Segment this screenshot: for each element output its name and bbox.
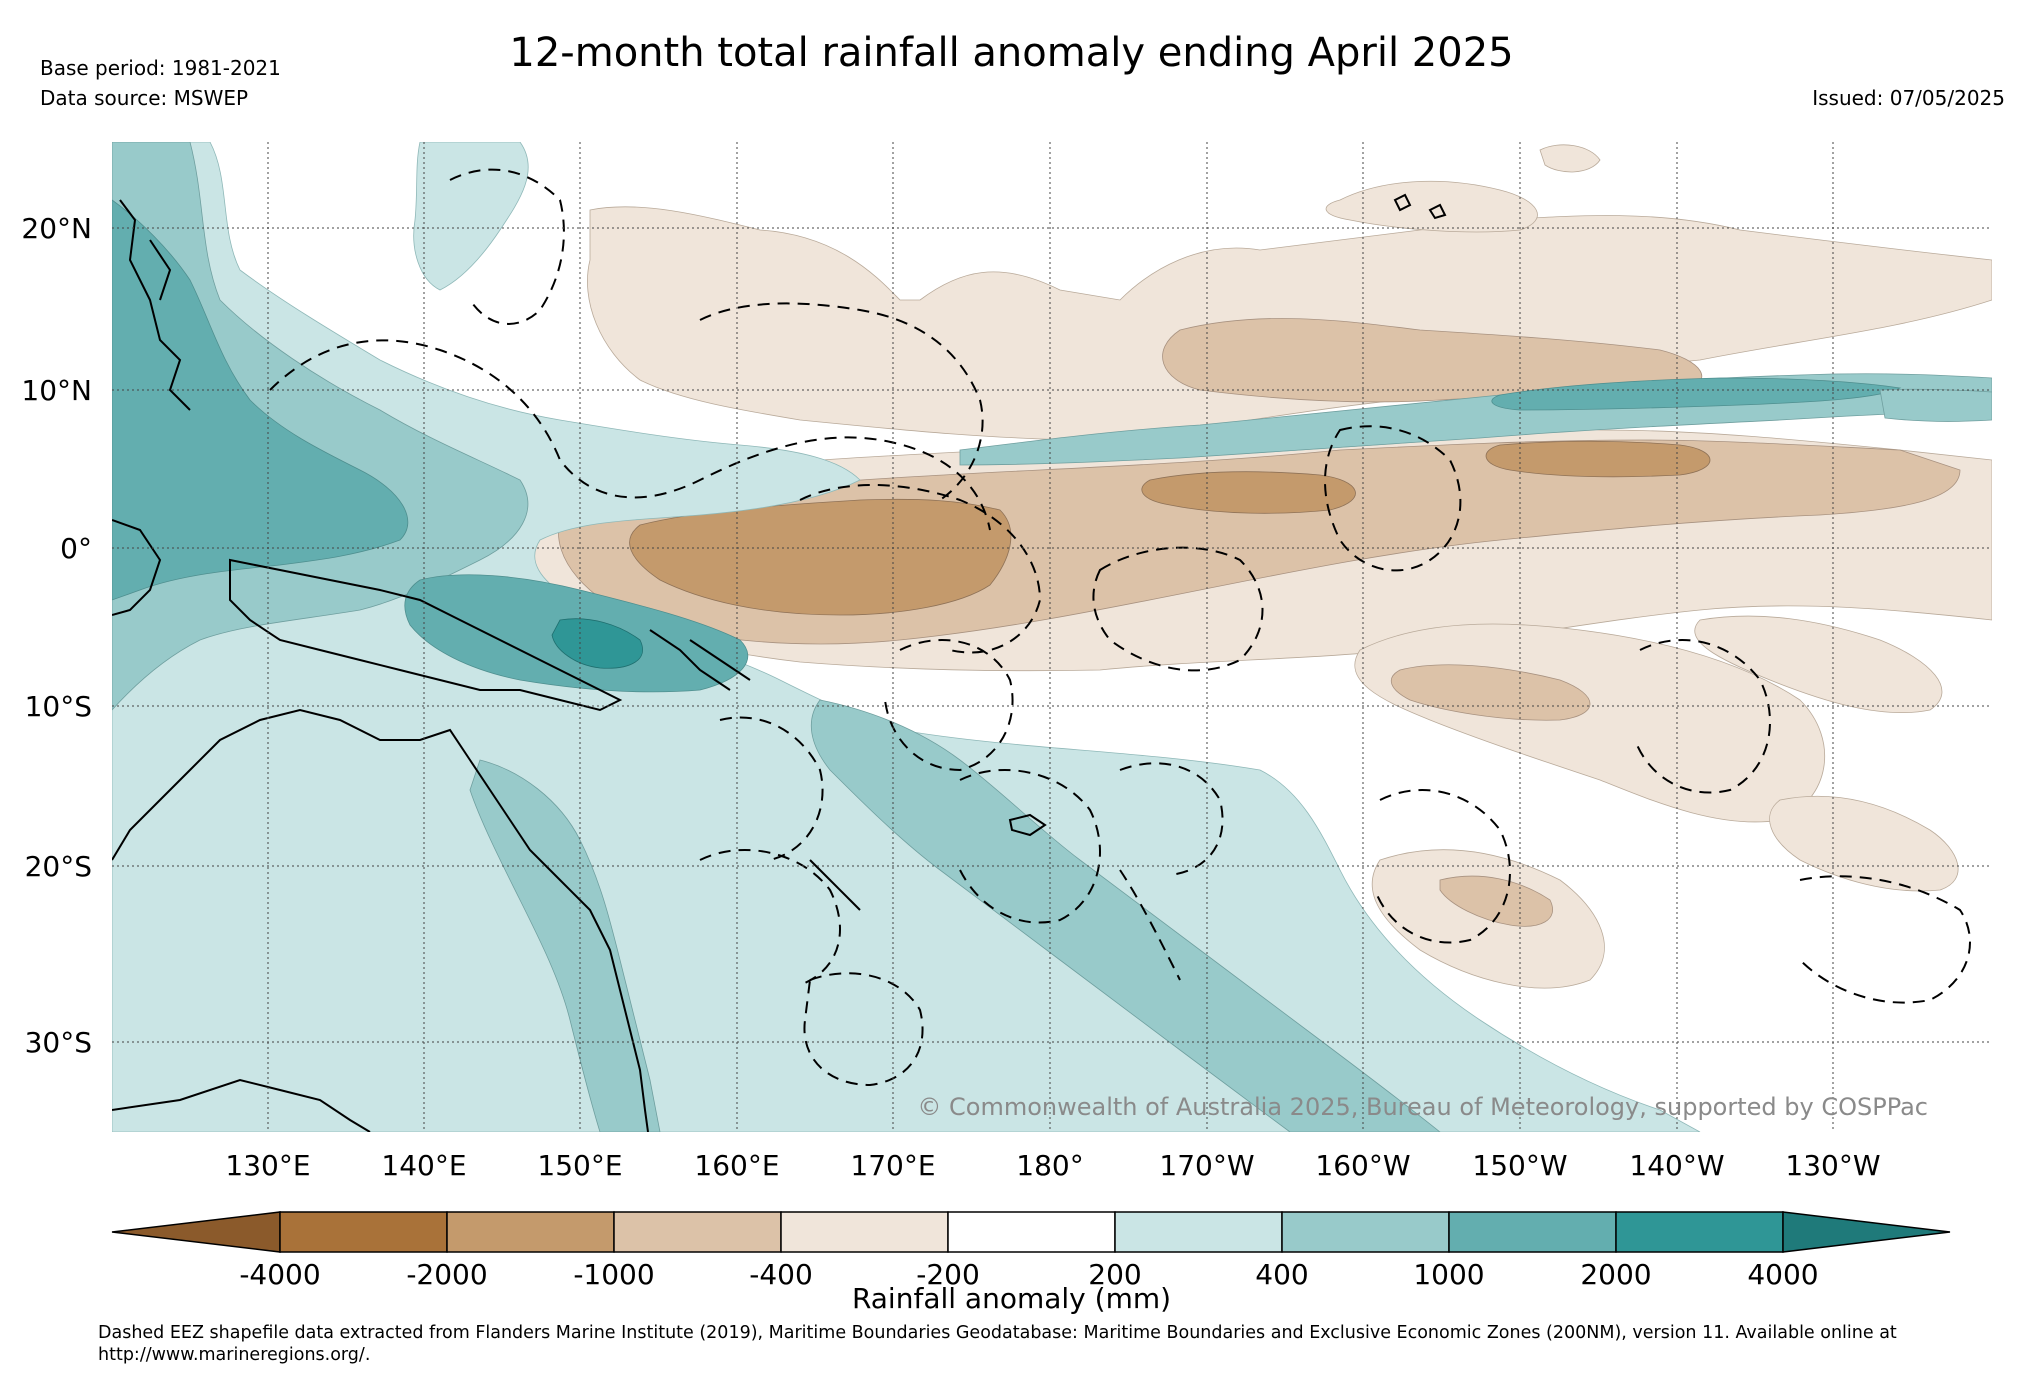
dry-region-far-east-band	[1694, 615, 1943, 713]
colorbar-tick-2000: 2000	[1580, 1258, 1651, 1291]
colorbar-tick-minus-4000: -4000	[239, 1258, 320, 1291]
dry-region-south-central-mid	[1390, 664, 1591, 721]
eez-boundary-kiribati-west	[799, 484, 1042, 654]
colorbar-bin-dry-1000	[613, 1211, 782, 1253]
wet-region-png-deep	[551, 618, 643, 669]
colorbar-bin-wet-1000	[1448, 1211, 1617, 1253]
lon-label-140w: 140°W	[1629, 1149, 1724, 1182]
lon-label-150e: 150°E	[537, 1149, 622, 1182]
coastlines	[112, 193, 1447, 1132]
eez-boundary-norfolk	[803, 972, 924, 1087]
colorbar-tick-400: 400	[1255, 1258, 1308, 1291]
eez-boundary-cook-islands	[1374, 789, 1511, 944]
wet-region-east-australia	[469, 759, 661, 1132]
wet-region-spcz	[810, 699, 1441, 1132]
eez-boundary-samoa	[1119, 762, 1224, 876]
colorbar-bin-neutral	[947, 1211, 1116, 1253]
dry-region-far-east-south	[1769, 795, 1959, 892]
new-guinea-coast	[229, 558, 623, 712]
lon-label-130w: 130°W	[1785, 1149, 1880, 1182]
copyright-notice: © Commonwealth of Australia 2025, Bureau…	[917, 1093, 1928, 1121]
dry-region-northeast-small	[1539, 144, 1601, 173]
eez-boundary-french-polynesia	[1634, 639, 1771, 794]
dry-region-southeast-core	[1439, 875, 1553, 927]
longitude-labels: 130°E 140°E 150°E 160°E 170°E 180° 170°W…	[225, 1149, 1880, 1182]
borneo-coast	[112, 519, 162, 616]
wet-region-far-east-itcz	[1879, 388, 1992, 422]
colorbar-tick-4000: 4000	[1747, 1258, 1818, 1291]
dry-region-equatorial-core	[629, 498, 1012, 616]
colorbar-bin-dry-400	[780, 1211, 949, 1253]
colorbar-tick-200: 200	[1088, 1258, 1141, 1291]
eez-boundary-fiji	[959, 769, 1101, 924]
hawaii-coast	[1393, 193, 1447, 220]
map-area: © Commonwealth of Australia 2025, Bureau…	[112, 142, 1992, 1132]
lon-label-160w: 160°W	[1315, 1149, 1410, 1182]
new-caledonia-coast	[809, 859, 861, 911]
colorbar-bin-dry-2000	[446, 1211, 615, 1253]
eez-boundary-new-caledonia	[699, 849, 841, 986]
issued-date: Issued: 07/05/2025	[1812, 86, 2005, 110]
eez-boundary-pitcairn	[1799, 875, 1971, 1004]
lat-label-30s: 30°S	[25, 1026, 92, 1059]
solomon-islands-coast	[649, 629, 751, 691]
colorbar-bin-dry-4000	[279, 1211, 448, 1253]
lat-label-0: 0°	[60, 532, 92, 565]
colorbar-bin-wet-400	[1281, 1211, 1450, 1253]
lon-label-180: 180°	[1016, 1149, 1083, 1182]
lon-label-160e: 160°E	[694, 1149, 779, 1182]
eez-boundary-vanuatu	[719, 716, 824, 861]
colorbar-tick-minus-1000: -1000	[573, 1258, 654, 1291]
lat-label-20n: 20°N	[21, 212, 92, 245]
map-title: 12-month total rainfall anomaly ending A…	[509, 30, 1514, 76]
lon-label-170w: 170°W	[1159, 1149, 1254, 1182]
lon-label-170e: 170°E	[850, 1149, 935, 1182]
dry-region-hawaii	[1325, 180, 1538, 233]
lat-label-20s: 20°S	[25, 850, 92, 883]
colorbar-bin-wet-200	[1114, 1211, 1283, 1253]
dry-region-central-north-core	[1141, 471, 1356, 514]
dry-anomaly-regions	[517, 144, 1992, 989]
australia-coast	[112, 708, 649, 1132]
new-zealand-coast	[112, 1078, 371, 1132]
wet-region-north-ring	[413, 142, 529, 291]
colorbar-tick-1000: 1000	[1413, 1258, 1484, 1291]
colorbar-tick-minus-200: -200	[916, 1258, 980, 1291]
fiji-coast	[1008, 813, 1047, 837]
lon-label-150w: 150°W	[1472, 1149, 1567, 1182]
philippines-coast	[119, 199, 191, 411]
latitude-labels: 20°N 10°N 0° 10°S 20°S 30°S	[21, 212, 92, 1059]
lat-label-10s: 10°S	[25, 690, 92, 723]
wet-region-itcz-core	[1491, 377, 1902, 411]
colorbar-label: Rainfall anomaly (mm)	[851, 1282, 1172, 1315]
eez-boundary-tuvalu	[884, 639, 1014, 772]
colorbar-extend-dry	[111, 1211, 281, 1253]
colorbar-tick-minus-400: -400	[749, 1258, 813, 1291]
colorbar-extend-wet	[1782, 1211, 1951, 1253]
colorbar-tick-minus-2000: -2000	[406, 1258, 487, 1291]
colorbar-bin-wet-2000	[1615, 1211, 1784, 1253]
lon-label-130e: 130°E	[225, 1149, 310, 1182]
lat-label-10n: 10°N	[21, 374, 92, 407]
eez-boundary-tonga	[1119, 869, 1181, 981]
eez-boundary-kiribati-central	[1092, 546, 1264, 672]
eez-boundary-guam	[449, 168, 565, 325]
dry-region-east-core	[1485, 440, 1711, 478]
colorbar-ticks: -4000 -2000 -1000 -400 -200 200 400 1000…	[239, 1258, 1818, 1291]
eez-boundary-kiribati-east	[1324, 425, 1462, 572]
lon-label-140e: 140°E	[381, 1149, 466, 1182]
wet-anomaly-regions	[112, 142, 1992, 1132]
wet-region-west-pacific-core	[112, 199, 409, 601]
data-source: Data source: MSWEP	[40, 86, 249, 110]
base-period: Base period: 1981-2021	[40, 56, 281, 80]
graticule	[112, 142, 1992, 1132]
footer-attribution: Dashed EEZ shapefile data extracted from…	[98, 1323, 1897, 1365]
colorbar	[111, 1211, 1951, 1253]
